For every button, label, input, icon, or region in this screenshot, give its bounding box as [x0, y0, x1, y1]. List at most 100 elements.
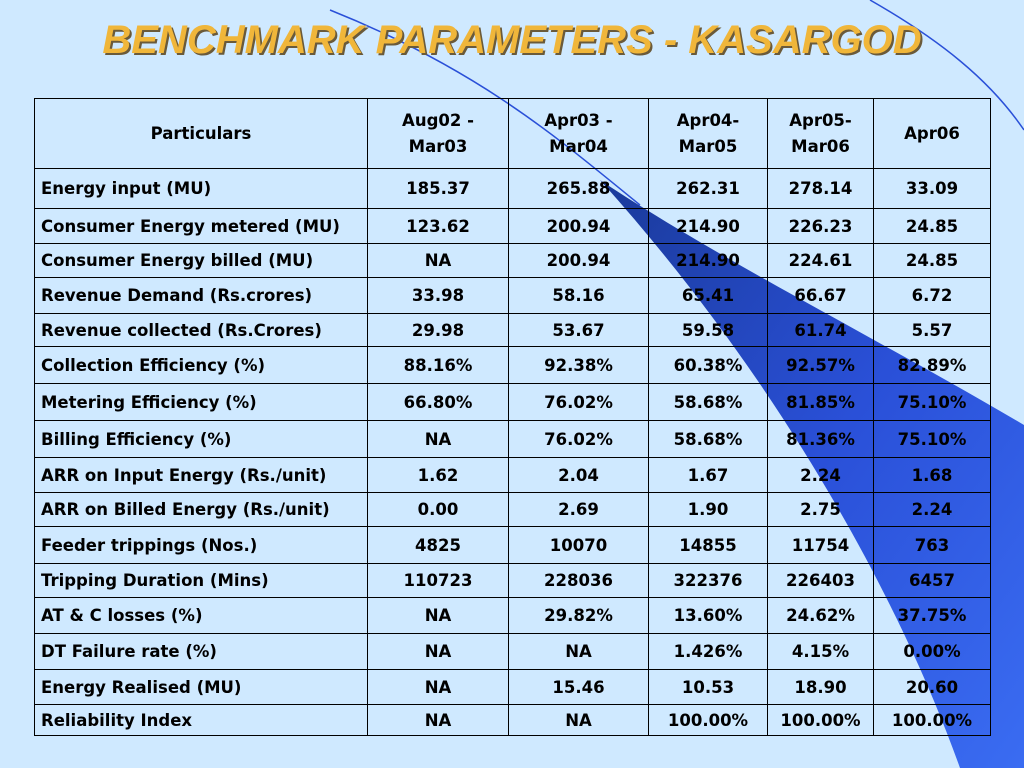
row-label: Tripping Duration (Mins) — [34, 563, 368, 598]
cell-value: NA — [367, 243, 509, 278]
cell-value: 81.85% — [767, 383, 874, 421]
header-text-line2: Mar04 — [549, 136, 608, 156]
cell-value: 262.31 — [648, 168, 768, 209]
table-row: Consumer Energy billed (MU) NA 200.94 214.9… — [34, 243, 991, 278]
cell-value: 81.36% — [767, 420, 874, 458]
header-text-line1: Apr05- — [789, 110, 852, 130]
row-label: Revenue Demand (Rs.crores) — [34, 277, 368, 314]
header-text-line1: Aug02 - — [402, 110, 474, 130]
cell-value: 322376 — [648, 563, 768, 598]
table-row: Metering Efficiency (%) 66.80% 76.02% 58.68… — [34, 383, 991, 421]
benchmark-table: Particulars Aug02 - Mar03 Apr03 - Mar04 Ap… — [34, 98, 991, 736]
header-apr03-mar04: Apr03 - Mar04 — [508, 98, 649, 169]
cell-value: NA — [367, 633, 509, 670]
cell-value: 214.90 — [648, 243, 768, 278]
table-row: Energy input (MU) 185.37 265.88 262.31 278.1… — [34, 168, 991, 209]
cell-value: 13.60% — [648, 597, 768, 634]
cell-value: 61.74 — [767, 313, 874, 347]
table-row: ARR on Input Energy (Rs./unit) 1.62 2.04 1.… — [34, 457, 991, 493]
cell-value: 29.82% — [508, 597, 649, 634]
cell-value: 0.00% — [873, 633, 991, 670]
cell-value: 224.61 — [767, 243, 874, 278]
cell-value: NA — [367, 420, 509, 458]
cell-value: 18.90 — [767, 669, 874, 705]
cell-value: NA — [367, 597, 509, 634]
cell-value: 6457 — [873, 563, 991, 598]
table-row: Collection Efficiency (%) 88.16% 92.38% 60.… — [34, 346, 991, 384]
cell-value: 37.75% — [873, 597, 991, 634]
cell-value: 200.94 — [508, 208, 649, 244]
cell-value: 2.75 — [767, 492, 874, 527]
cell-value: 75.10% — [873, 383, 991, 421]
cell-value: NA — [508, 704, 649, 736]
table-row: Billing Efficiency (%) NA 76.02% 58.68% 81.3… — [34, 420, 991, 458]
cell-value: 185.37 — [367, 168, 509, 209]
cell-value: 60.38% — [648, 346, 768, 384]
header-apr06: Apr06 — [873, 98, 991, 169]
cell-value: 24.85 — [873, 208, 991, 244]
cell-value: 33.98 — [367, 277, 509, 314]
header-text: Particulars — [150, 123, 252, 143]
cell-value: 66.80% — [367, 383, 509, 421]
cell-value: 88.16% — [367, 346, 509, 384]
cell-value: 2.24 — [767, 457, 874, 493]
cell-value: 24.62% — [767, 597, 874, 634]
row-label: Consumer Energy billed (MU) — [34, 243, 368, 278]
row-label: Metering Efficiency (%) — [34, 383, 368, 421]
table-row: Tripping Duration (Mins) 110723 228036 3223… — [34, 563, 991, 598]
cell-value: 100.00% — [873, 704, 991, 736]
cell-value: NA — [367, 704, 509, 736]
table-row: Revenue collected (Rs.Crores) 29.98 53.67 5… — [34, 313, 991, 347]
cell-value: 92.57% — [767, 346, 874, 384]
cell-value: 11754 — [767, 526, 874, 564]
table-body: Energy input (MU) 185.37 265.88 262.31 278.1… — [34, 168, 991, 736]
cell-value: 20.60 — [873, 669, 991, 705]
cell-value: 4825 — [367, 526, 509, 564]
table-row: Revenue Demand (Rs.crores) 33.98 58.16 65.4… — [34, 277, 991, 314]
table-row: Energy Realised (MU) NA 15.46 10.53 18.90 20.… — [34, 669, 991, 705]
table-row: DT Failure rate (%) NA NA 1.426% 4.15% 0.00% — [34, 633, 991, 670]
header-text-line2: Mar06 — [791, 136, 850, 156]
cell-value: 265.88 — [508, 168, 649, 209]
row-label: Billing Efficiency (%) — [34, 420, 368, 458]
cell-value: 66.67 — [767, 277, 874, 314]
table-row: Feeder trippings (Nos.) 4825 10070 14855 117… — [34, 526, 991, 564]
cell-value: 76.02% — [508, 383, 649, 421]
cell-value: 763 — [873, 526, 991, 564]
row-label: AT & C losses (%) — [34, 597, 368, 634]
cell-value: 58.16 — [508, 277, 649, 314]
cell-value: 1.90 — [648, 492, 768, 527]
cell-value: 82.89% — [873, 346, 991, 384]
cell-value: NA — [367, 669, 509, 705]
cell-value: 58.68% — [648, 383, 768, 421]
cell-value: 92.38% — [508, 346, 649, 384]
row-label: Reliability Index — [34, 704, 368, 736]
cell-value: 2.69 — [508, 492, 649, 527]
header-apr04-mar05: Apr04- Mar05 — [648, 98, 768, 169]
cell-value: 110723 — [367, 563, 509, 598]
cell-value: 14855 — [648, 526, 768, 564]
cell-value: 59.58 — [648, 313, 768, 347]
header-text-line2: Mar03 — [408, 136, 468, 156]
cell-value: 200.94 — [508, 243, 649, 278]
cell-value: 2.04 — [508, 457, 649, 493]
cell-value: 76.02% — [508, 420, 649, 458]
table-row: Reliability Index NA NA 100.00% 100.00% 100.0… — [34, 704, 991, 736]
cell-value: 1.62 — [367, 457, 509, 493]
header-text: Apr06 — [904, 123, 960, 143]
cell-value: 75.10% — [873, 420, 991, 458]
table-row: AT & C losses (%) NA 29.82% 13.60% 24.62% 37.… — [34, 597, 991, 634]
row-label: Revenue collected (Rs.Crores) — [34, 313, 368, 347]
cell-value: 2.24 — [873, 492, 991, 527]
cell-value: 100.00% — [648, 704, 768, 736]
header-text-line1: Apr04- — [676, 110, 740, 130]
row-label: Energy Realised (MU) — [34, 669, 368, 705]
cell-value: 1.67 — [648, 457, 768, 493]
row-label: Consumer Energy metered (MU) — [34, 208, 368, 244]
row-label: ARR on Billed Energy (Rs./unit) — [34, 492, 368, 527]
cell-value: 226.23 — [767, 208, 874, 244]
table-header-row: Particulars Aug02 - Mar03 Apr03 - Mar04 Ap… — [34, 98, 991, 169]
row-label: Collection Efficiency (%) — [34, 346, 368, 384]
cell-value: 29.98 — [367, 313, 509, 347]
header-apr05-mar06: Apr05- Mar06 — [767, 98, 874, 169]
